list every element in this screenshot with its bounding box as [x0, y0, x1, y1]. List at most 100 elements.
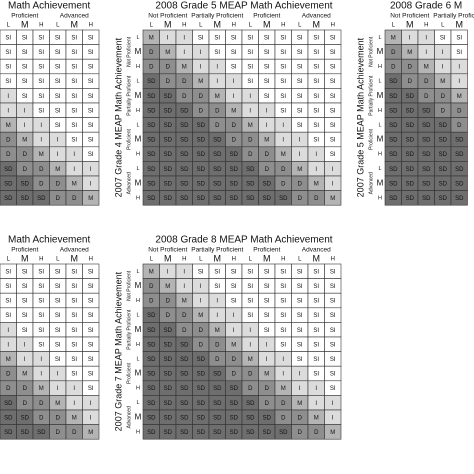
row-level-label: L: [136, 166, 139, 172]
cell-label: SD: [389, 152, 398, 158]
cell-label: I: [183, 35, 185, 41]
cell-label: SD: [246, 415, 255, 421]
cell-label: SI: [297, 299, 303, 305]
cell-label: SI: [5, 313, 11, 319]
cell-label: I: [266, 342, 268, 348]
column-level-label: H: [331, 257, 335, 263]
cell-label: SD: [406, 123, 415, 129]
cell-label: I: [7, 342, 9, 348]
cell-label: SI: [313, 357, 319, 363]
cell-label: I: [57, 138, 59, 144]
cell-label: SD: [180, 108, 189, 114]
cell-label: SD: [147, 372, 156, 378]
cell-label: SI: [38, 269, 44, 275]
cell-label: SD: [439, 196, 448, 202]
cell-label: M: [281, 386, 286, 392]
cell-label: SI: [313, 50, 319, 56]
cell-label: SI: [313, 342, 319, 348]
cell-label: SI: [38, 79, 44, 85]
cell-label: SD: [147, 342, 156, 348]
cell-label: I: [200, 284, 202, 290]
row-group-label: Partially Proficient: [126, 309, 132, 350]
row-group-label: Partially Proficient: [368, 75, 374, 116]
cell-label: SI: [264, 313, 270, 319]
cell-label: M: [297, 401, 302, 407]
cell-label: D: [281, 401, 286, 407]
cell-label: SI: [88, 299, 94, 305]
cell-label: SD: [180, 386, 189, 392]
row-level-label: L: [378, 35, 381, 41]
cell-label: D: [232, 138, 237, 144]
cell-label: SI: [231, 50, 237, 56]
cell-label: SI: [55, 79, 61, 85]
column-level-label: M: [313, 19, 321, 29]
row-level-label: H: [136, 298, 140, 304]
cell-label: SI: [22, 299, 28, 305]
row-group-label: Not Proficient: [126, 36, 132, 67]
cell-label: I: [216, 79, 218, 85]
cell-label: SD: [4, 167, 13, 173]
cell-label: M: [72, 415, 77, 421]
cell-label: SI: [280, 50, 286, 56]
cell-label: SD: [180, 401, 189, 407]
cell-label: SI: [330, 313, 336, 319]
cell-label: SI: [88, 328, 94, 334]
row-level-label: L: [136, 313, 139, 319]
cell-label: SI: [88, 284, 94, 290]
cell-label: SI: [247, 284, 253, 290]
row-level-label: L: [136, 400, 139, 406]
cell-label: SI: [55, 35, 61, 41]
cell-label: D: [182, 313, 187, 319]
cell-label: I: [200, 65, 202, 71]
cell-label: D: [149, 284, 154, 290]
cell-label: SI: [313, 35, 319, 41]
cell-label: I: [7, 108, 9, 114]
column-level-label: H: [182, 257, 186, 263]
cell-label: M: [264, 138, 269, 144]
cell-label: M: [231, 108, 236, 114]
cell-label: SD: [147, 138, 156, 144]
cell-label: D: [182, 94, 187, 100]
cell-label: SD: [147, 123, 156, 129]
cell-label: I: [73, 152, 75, 158]
cell-label: I: [249, 328, 251, 334]
cell-label: I: [216, 65, 218, 71]
cell-label: SD: [164, 328, 173, 334]
column-level-label: L: [56, 23, 60, 29]
cell-label: M: [149, 269, 154, 275]
cell-label: SI: [71, 123, 77, 129]
cell-label: SD: [213, 430, 222, 436]
cell-label: D: [215, 357, 220, 363]
row-level-label: L: [378, 122, 381, 128]
cell-label: SI: [22, 269, 28, 275]
cell-label: D: [6, 386, 11, 392]
cell-label: SD: [422, 181, 431, 187]
cell-label: SI: [88, 269, 94, 275]
cell-label: M: [149, 35, 154, 41]
cell-label: SD: [213, 196, 222, 202]
cell-label: D: [6, 138, 11, 144]
cell-label: SD: [213, 167, 222, 173]
cell-label: SI: [198, 269, 204, 275]
cell-label: SD: [147, 94, 156, 100]
cell-label: M: [215, 328, 220, 334]
cell-label: D: [6, 372, 11, 378]
cell-label: SI: [5, 299, 11, 305]
cell-label: I: [73, 386, 75, 392]
cell-label: SI: [71, 357, 77, 363]
cell-label: SI: [330, 372, 336, 378]
cell-label: SI: [264, 328, 270, 334]
row-level-label: H: [378, 152, 382, 158]
column-group-label: Not Proficient: [148, 247, 187, 254]
cell-label: D: [441, 94, 446, 100]
cell: [450, 190, 468, 206]
cell-label: SI: [71, 342, 77, 348]
cell-label: M: [6, 357, 11, 363]
cell-label: I: [233, 94, 235, 100]
cell-label: SI: [297, 123, 303, 129]
cell-label: D: [199, 108, 204, 114]
cell-label: M: [330, 430, 335, 436]
column-group-label: Advanced: [60, 13, 89, 20]
cell-label: I: [299, 372, 301, 378]
cell-label: SI: [280, 79, 286, 85]
